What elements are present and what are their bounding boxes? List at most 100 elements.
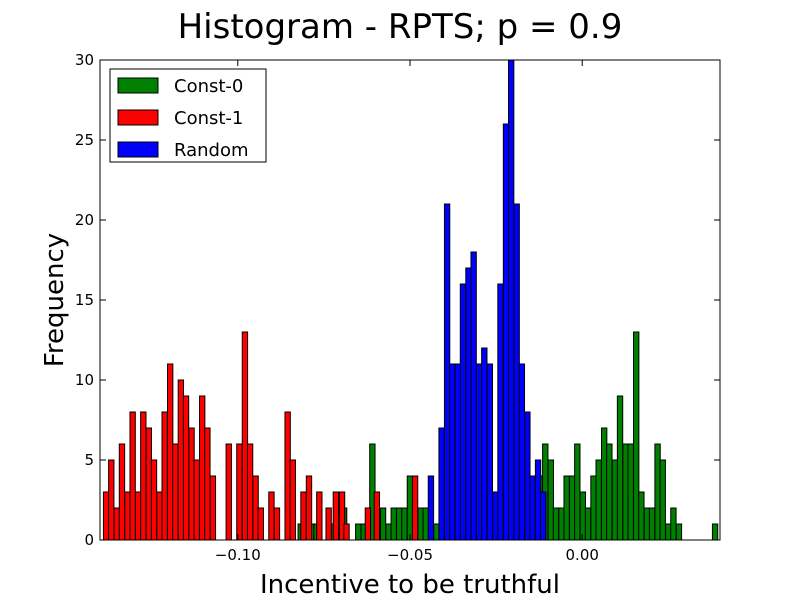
bar-const-1-35 [332, 491, 340, 541]
bar-const-1-11 [161, 411, 168, 541]
bar-const-1-18 [199, 395, 206, 541]
x-tick-label-0: −0.10 [215, 546, 261, 564]
bar-const-1-20 [209, 475, 217, 541]
bar-const-0-46 [611, 459, 619, 541]
bar-random-1 [438, 427, 445, 541]
bar-const-0-44 [601, 427, 608, 541]
bar-const-0-12 [390, 507, 397, 541]
ticks-layer: −0.10 −0.05 0.00 0 5 10 15 20 25 30 [75, 51, 720, 564]
bar-random-0 [427, 475, 435, 541]
bar-const-0-39 [574, 443, 581, 541]
bar-const-1-6 [134, 491, 142, 541]
bar-random-17 [524, 411, 531, 541]
bar-const-1-32 [305, 475, 313, 541]
bar-const-0-53 [648, 507, 656, 541]
bar-const-0-59 [711, 523, 719, 541]
bar-const-0-56 [665, 523, 672, 541]
y-tick-label-3: 15 [75, 291, 94, 309]
bar-const-0-10 [379, 507, 387, 541]
bar-const-0-38 [568, 475, 576, 541]
y-tick-label-5: 25 [75, 131, 94, 149]
bar-const-0-47 [616, 395, 624, 541]
bar-const-1-0 [102, 491, 110, 541]
bar-const-0-41 [584, 507, 592, 541]
bar-const-0-58 [675, 523, 683, 541]
bar-const-0-45 [606, 443, 613, 541]
bar-const-0-17 [417, 507, 424, 541]
bar-const-0-37 [563, 475, 570, 541]
bar-random-6 [465, 267, 472, 541]
bar-const-0-6 [355, 523, 362, 541]
x-tick-label-1: −0.05 [387, 546, 433, 564]
legend-swatch-random [117, 141, 159, 158]
bar-const-0-57 [670, 507, 677, 541]
y-tick-label-4: 20 [75, 211, 94, 229]
x-axis-label: Incentive to be truthful [260, 570, 560, 600]
legend-label-const-1: Const-1 [174, 108, 243, 129]
bar-const-0-18 [422, 507, 429, 541]
y-tick-label-6: 30 [75, 51, 94, 69]
bar-const-0-43 [595, 459, 602, 541]
bar-const-0-34 [547, 459, 554, 541]
bar-random-16 [518, 363, 526, 541]
bar-const-1-8 [145, 427, 153, 541]
bar-const-1-5 [129, 411, 136, 541]
bar-const-1-19 [204, 427, 211, 541]
bar-const-0-51 [638, 491, 645, 541]
bar-const-0-48 [622, 443, 629, 541]
bar-const-1-7 [140, 411, 147, 541]
bar-const-1-24 [246, 443, 254, 541]
bar-random-10 [486, 363, 494, 541]
bar-const-0-54 [654, 443, 661, 541]
bar-const-0-20 [433, 523, 440, 541]
bar-random-7 [470, 251, 477, 541]
y-tick-label-2: 10 [75, 371, 94, 389]
bar-const-0-15 [406, 475, 414, 541]
bar-const-1-34 [325, 507, 332, 541]
bar-const-1-26 [257, 507, 264, 541]
bar-const-1-33 [316, 491, 323, 541]
bar-random-12 [497, 283, 504, 541]
bar-const-1-40 [411, 475, 419, 541]
bar-const-1-22 [236, 443, 243, 541]
bar-random-13 [502, 123, 510, 541]
bar-random-3 [449, 363, 456, 541]
y-axis-label: Frequency [40, 233, 70, 367]
bar-const-0-36 [558, 507, 565, 541]
bar-const-1-31 [300, 491, 307, 541]
bar-const-0-42 [590, 475, 597, 541]
bar-const-0-11 [385, 523, 392, 541]
bar-random-11 [492, 491, 499, 541]
bar-const-0-14 [401, 507, 408, 541]
bar-const-0-35 [552, 507, 560, 541]
bar-random-14 [508, 59, 515, 541]
legend-swatch-const-1 [117, 109, 159, 126]
bar-random-19 [534, 459, 542, 541]
bar-const-1-38 [364, 507, 372, 541]
bar-const-1-30 [289, 459, 296, 541]
bar-const-1-21 [225, 443, 232, 541]
x-tick-label-2: 0.00 [566, 546, 599, 564]
bar-random-8 [475, 363, 483, 541]
bar-const-1-12 [167, 363, 174, 541]
legend-label-const-0: Const-0 [174, 76, 243, 97]
bar-const-0-50 [633, 331, 640, 541]
bar-const-0-49 [627, 443, 634, 541]
bar-const-1-2 [113, 507, 120, 541]
bar-random-18 [529, 475, 536, 541]
bar-random-5 [459, 283, 467, 541]
bar-const-1-9 [150, 459, 158, 541]
bar-const-1-13 [172, 443, 179, 541]
chart-title: Histogram - RPTS; p = 0.9 [178, 7, 623, 47]
bar-const-0-55 [659, 459, 666, 541]
legend-swatch-const-0 [117, 77, 159, 94]
bar-const-1-29 [284, 411, 291, 541]
bar-const-0-13 [396, 507, 403, 541]
legend-label-random: Random [174, 140, 249, 161]
bar-const-1-4 [124, 491, 131, 541]
bar-const-1-17 [193, 459, 200, 541]
y-tick-label-1: 5 [84, 451, 94, 469]
bar-const-0-52 [643, 507, 651, 541]
bar-random-9 [481, 347, 488, 541]
